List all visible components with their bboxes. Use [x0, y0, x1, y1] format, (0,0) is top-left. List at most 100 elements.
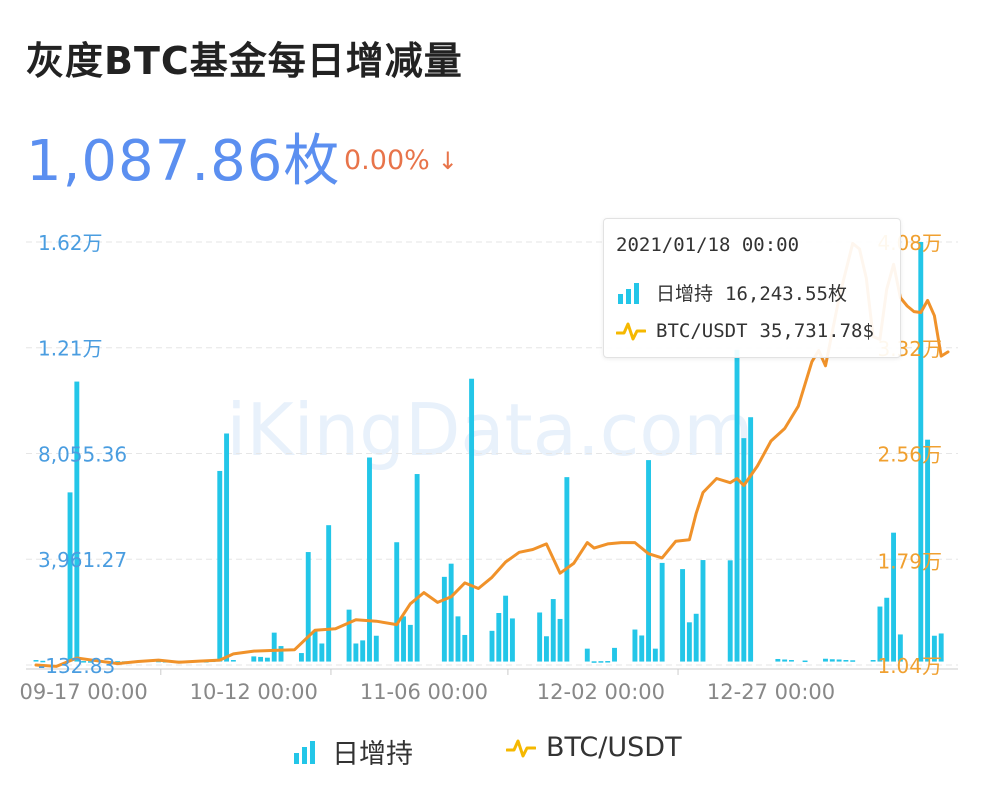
- bar: [441, 576, 447, 662]
- bar: [394, 542, 400, 662]
- bar: [305, 552, 311, 662]
- bar: [258, 656, 264, 662]
- bar: [360, 640, 366, 662]
- tooltip-line-label: BTC/USDT: [656, 320, 748, 342]
- right-y-tick-label: 1.79万: [877, 550, 942, 574]
- bar: [407, 624, 413, 662]
- bar: [639, 635, 645, 662]
- bar: [748, 417, 754, 662]
- line-chart-icon: [506, 739, 536, 757]
- left-y-tick-label: -132.83: [38, 654, 115, 678]
- bar: [537, 612, 543, 662]
- right-y-tick-label: 2.56万: [877, 443, 942, 467]
- bar: [891, 532, 896, 662]
- bar: [264, 657, 270, 662]
- tooltip-bar-value: 16,243.55枚: [725, 283, 847, 305]
- bar: [353, 643, 359, 662]
- bar: [918, 242, 924, 662]
- tooltip-row-line: BTC/USDT 35,731.78$: [616, 319, 874, 343]
- bar: [686, 622, 692, 662]
- legend: 日增持 BTC/USDT: [0, 728, 982, 774]
- tooltip-row-bar: 日增持 16,243.55枚: [616, 279, 847, 306]
- bar: [33, 660, 39, 662]
- watermark-text: iKingData.com: [226, 388, 753, 472]
- bar: [550, 599, 556, 662]
- bar: [346, 609, 352, 662]
- change-percent: 0.00%: [344, 145, 430, 176]
- bar: [469, 378, 475, 662]
- bar: [652, 648, 658, 662]
- bar: [230, 660, 236, 662]
- bar: [455, 616, 461, 662]
- bar: [775, 658, 781, 662]
- x-tick-label: 12-02 00:00: [537, 680, 665, 704]
- bar: [823, 658, 828, 662]
- bar: [81, 661, 87, 663]
- bar: [734, 349, 740, 662]
- bar: [414, 474, 420, 662]
- right-y-tick-label: 1.04万: [877, 654, 942, 678]
- bar: [496, 613, 502, 662]
- bar: [884, 597, 890, 662]
- bar: [448, 563, 454, 662]
- bar: [367, 457, 372, 662]
- bar-chart-icon: [618, 282, 639, 304]
- line-chart-icon: [616, 322, 646, 341]
- bar: [544, 636, 549, 662]
- bar: [115, 661, 121, 663]
- bar: [802, 660, 808, 663]
- bar: [925, 439, 931, 662]
- bar: [931, 635, 937, 662]
- bar: [584, 648, 590, 662]
- legend-item-bar[interactable]: 日增持: [292, 732, 413, 771]
- bar: [503, 595, 509, 662]
- grid-lines: [26, 241, 958, 666]
- bar: [557, 618, 563, 662]
- bar: [271, 632, 277, 662]
- bar-series: [33, 242, 944, 663]
- bar: [680, 569, 686, 662]
- bar: [489, 630, 495, 662]
- axes: 09-17 00:00 10-12 00:00 11-06 00:00 12-02 0…: [20, 231, 958, 704]
- bar: [870, 660, 876, 662]
- legend-line-label: BTC/USDT: [546, 732, 682, 763]
- legend-bar-label: 日增持: [332, 739, 413, 770]
- bar: [224, 433, 230, 662]
- bar: [40, 660, 46, 663]
- bar: [741, 438, 747, 662]
- bar: [829, 659, 835, 662]
- bar: [938, 633, 944, 662]
- bar: [836, 659, 842, 662]
- bar: [850, 660, 856, 662]
- chart-area[interactable]: iKingData.com 09-17 00:00 10-12 00:00 11-0…: [0, 0, 982, 720]
- bar: [897, 634, 903, 662]
- tooltip: 2021/01/18 00:00 日增持 16,243.55枚 BTC/USDT…: [603, 218, 901, 358]
- bar: [278, 646, 284, 662]
- bar: [312, 630, 318, 662]
- bar: [782, 659, 788, 662]
- left-y-tick-label: 1.62万: [38, 231, 103, 255]
- bar: [462, 634, 468, 662]
- left-y-tick-label: 1.21万: [38, 337, 103, 361]
- bar: [74, 381, 80, 662]
- bar: [401, 616, 406, 662]
- page-title: 灰度BTC基金每日增减量: [26, 39, 463, 83]
- bar: [877, 606, 883, 662]
- x-tick-label: 10-12 00:00: [190, 680, 318, 704]
- x-tick-label: 09-17 00:00: [20, 680, 148, 704]
- legend-item-line[interactable]: BTC/USDT: [506, 732, 682, 763]
- bar: [326, 525, 332, 662]
- bar: [789, 660, 794, 662]
- bar: [700, 560, 706, 662]
- bar: [509, 618, 515, 662]
- x-tick-label: 11-06 00:00: [360, 680, 488, 704]
- left-y-tick-label: 3,961.27: [38, 548, 127, 572]
- bar: [67, 492, 73, 662]
- current-value: 1,087.86枚: [26, 129, 341, 194]
- tooltip-line-value: 35,731.78$: [759, 320, 874, 342]
- bar: [591, 661, 597, 663]
- bar: [373, 635, 379, 662]
- bar: [251, 656, 257, 662]
- bar: [612, 647, 617, 662]
- bar: [319, 643, 325, 662]
